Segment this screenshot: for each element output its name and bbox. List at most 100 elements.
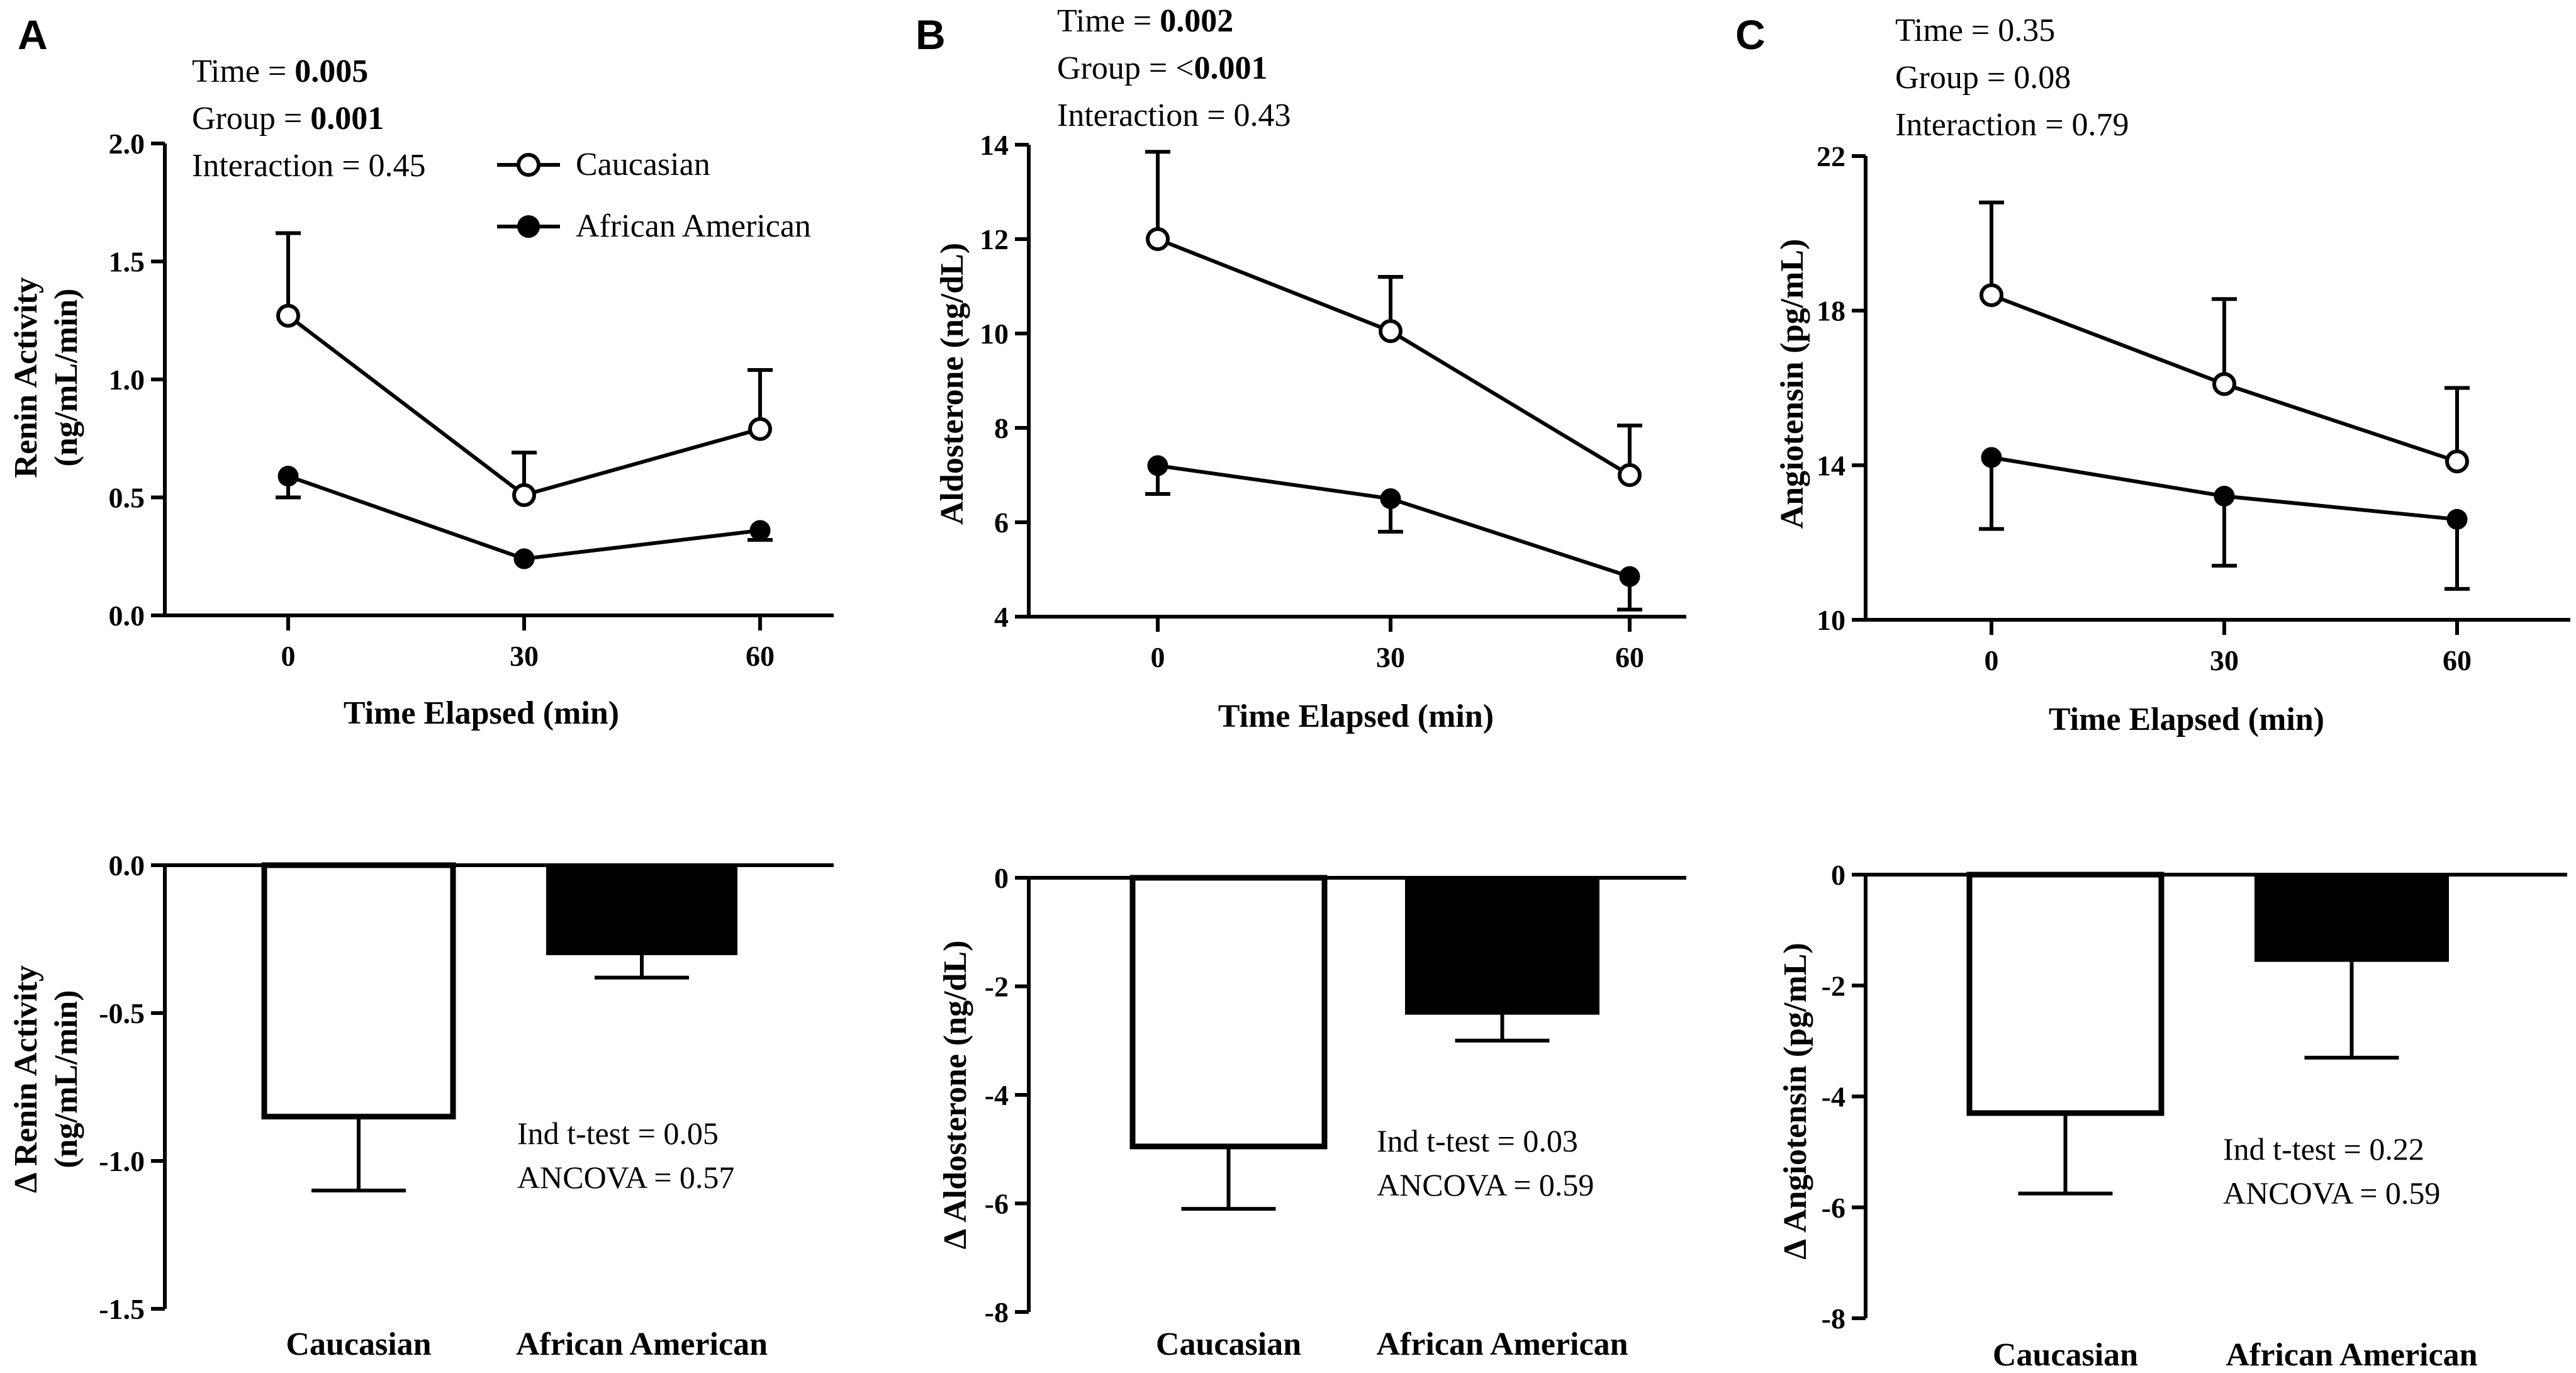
x-axis-title-renin: Time Elapsed (min) — [344, 695, 619, 731]
annotation-ttest-angiotensin: Ind t-test = 0.22 — [2223, 1131, 2424, 1167]
y-tick-label-angiotensin: 10 — [1817, 604, 1845, 636]
data-point-caucasian — [1980, 283, 2003, 308]
series-line-african-american — [1157, 464, 1630, 579]
bar-african-american — [546, 864, 737, 955]
y-tick-label-aldosterone-delta: -2 — [985, 971, 1009, 1003]
y-tick-label-angiotensin-delta: -2 — [1822, 970, 1845, 1002]
y-axis-title-aldosterone-delta: Δ Aldosterone (ng/dL) — [938, 940, 973, 1249]
y-tick-label-angiotensin: 14 — [1817, 449, 1845, 481]
category-label-african-american: African American — [2226, 1337, 2477, 1373]
data-point-african-american — [1147, 455, 1168, 476]
stat-time-c: Time = 0.35 — [1895, 13, 2055, 48]
y-tick-label-renin: 1.0 — [109, 364, 145, 396]
data-point-african-american — [2446, 508, 2468, 530]
y-axis-title-aldosterone: Aldosterone (ng/dL) — [934, 243, 970, 525]
data-point-african-american — [277, 466, 299, 487]
y-tick-label-aldosterone: 4 — [994, 601, 1009, 633]
bar-chart-renin-delta: 0.0 -0.5 -1.0 -1.5 Caucasian African American — [99, 849, 834, 1362]
panel-letter-c: C — [1735, 11, 1766, 58]
stat-group-c: Group = 0.08 — [1895, 60, 2071, 96]
y-tick-label-renin-delta: -0.5 — [99, 997, 145, 1029]
y-tick-label-angiotensin: 18 — [1817, 295, 1845, 327]
y-tick-label-renin-delta: -1.0 — [99, 1145, 145, 1177]
y-tick-label-aldosterone: 6 — [994, 507, 1009, 539]
x-tick-label-angiotensin: 0 — [1985, 644, 1999, 676]
data-point-caucasian — [1146, 227, 1170, 251]
bar-african-american — [1405, 877, 1599, 1015]
bar-caucasian — [1129, 875, 1328, 1150]
data-point-african-american — [1619, 566, 1640, 587]
x-tick-label-aldosterone: 30 — [1376, 641, 1405, 673]
legend-label-caucasian: Caucasian — [576, 147, 710, 182]
y-axis-title-renin-line2: (ng/mL/min) — [48, 288, 84, 466]
category-label-african-american: African American — [1376, 1326, 1628, 1362]
y-tick-label-renin: 2.0 — [109, 128, 145, 160]
x-tick-label-renin: 0 — [281, 640, 296, 672]
data-point-african-american — [1981, 447, 2002, 468]
y-axis-title-angiotensin-delta: Δ Angiotensin (pg/mL) — [1778, 943, 1813, 1260]
legend-marker-african-american — [517, 215, 540, 238]
data-point-african-american — [1380, 488, 1401, 509]
line-chart-aldosterone: 4 6 8 10 12 14 0 30 60 — [980, 129, 1686, 673]
annotation-ancova-renin: ANCOVA = 0.57 — [517, 1160, 734, 1195]
x-tick-label-angiotensin: 60 — [2443, 644, 2472, 676]
category-label-african-american: African American — [516, 1326, 768, 1362]
y-tick-label-aldosterone-delta: -8 — [985, 1296, 1009, 1328]
bar-caucasian — [261, 862, 456, 1119]
annotation-ancova-angiotensin: ANCOVA = 0.59 — [2223, 1175, 2440, 1211]
bar-african-american — [2254, 873, 2449, 962]
y-tick-label-angiotensin-delta: 0 — [1831, 859, 1845, 891]
data-point-caucasian — [2212, 372, 2236, 396]
y-axis-title-angiotensin: Angiotensin (pg/mL) — [1774, 239, 1810, 529]
y-tick-label-renin: 1.5 — [109, 246, 145, 278]
data-point-african-american — [2214, 485, 2235, 507]
stat-group-b: Group = <0.001 — [1057, 50, 1268, 86]
legend-marker-caucasian — [517, 153, 540, 177]
y-tick-label-aldosterone-delta: -6 — [985, 1188, 1009, 1220]
x-tick-label-angiotensin: 30 — [2210, 644, 2239, 676]
stat-interaction-c: Interaction = 0.79 — [1895, 107, 2129, 143]
series-line-caucasian — [1156, 237, 1631, 477]
y-tick-label-aldosterone-delta: 0 — [994, 862, 1009, 894]
stat-interaction-a: Interaction = 0.45 — [192, 148, 426, 184]
y-tick-label-angiotensin: 22 — [1817, 140, 1845, 172]
y-tick-label-angiotensin-delta: -6 — [1822, 1192, 1845, 1224]
y-tick-label-angiotensin-delta: -4 — [1822, 1081, 1845, 1113]
panel-letter-a: A — [18, 11, 48, 58]
data-point-caucasian — [748, 417, 772, 441]
y-axis-title-renin-delta-line1: Δ Renin Activity — [8, 965, 44, 1193]
x-tick-label-aldosterone: 60 — [1615, 641, 1644, 673]
x-axis-title-aldosterone: Time Elapsed (min) — [1218, 698, 1494, 734]
y-tick-label-aldosterone: 8 — [994, 412, 1009, 444]
annotation-ancova-aldosterone: ANCOVA = 0.59 — [1377, 1167, 1594, 1202]
y-tick-label-aldosterone-delta: -4 — [985, 1079, 1009, 1111]
stat-time-a: Time = 0.005 — [192, 53, 368, 89]
category-label-caucasian: Caucasian — [286, 1326, 431, 1362]
y-tick-label-renin-delta: 0.0 — [109, 849, 145, 882]
y-axis-title-renin-line1: Renin Activity — [8, 277, 44, 478]
category-label-caucasian: Caucasian — [1156, 1326, 1301, 1362]
y-tick-label-renin-delta: -1.5 — [99, 1293, 145, 1325]
x-axis-title-angiotensin: Time Elapsed (min) — [2049, 702, 2324, 737]
bar-caucasian — [1966, 871, 2164, 1116]
line-chart-angiotensin: 10 14 18 22 0 30 60 — [1817, 140, 2570, 676]
data-point-caucasian — [1618, 463, 1642, 487]
annotation-ttest-aldosterone: Ind t-test = 0.03 — [1377, 1123, 1578, 1158]
legend-label-african-american: African American — [576, 208, 811, 244]
y-tick-label-aldosterone: 10 — [980, 318, 1009, 350]
data-point-caucasian — [512, 483, 536, 507]
stat-group-a: Group = 0.001 — [192, 101, 384, 137]
y-tick-label-aldosterone: 12 — [980, 223, 1009, 255]
y-axis-title-renin-delta-line2: (ng/mL/min) — [48, 990, 84, 1168]
x-tick-label-aldosterone: 0 — [1151, 641, 1165, 673]
bar-chart-angiotensin-delta: 0 -2 -4 -6 -8 Caucasian African American — [1822, 859, 2567, 1373]
data-point-african-american — [513, 548, 535, 569]
y-tick-label-renin: 0.0 — [109, 600, 145, 632]
y-tick-label-aldosterone: 14 — [980, 129, 1009, 161]
data-point-caucasian — [276, 303, 300, 328]
legend: Caucasian African American — [497, 147, 811, 244]
stat-interaction-b: Interaction = 0.43 — [1057, 98, 1291, 133]
y-tick-label-renin: 0.5 — [109, 482, 145, 514]
stat-time-b: Time = 0.002 — [1057, 3, 1233, 39]
